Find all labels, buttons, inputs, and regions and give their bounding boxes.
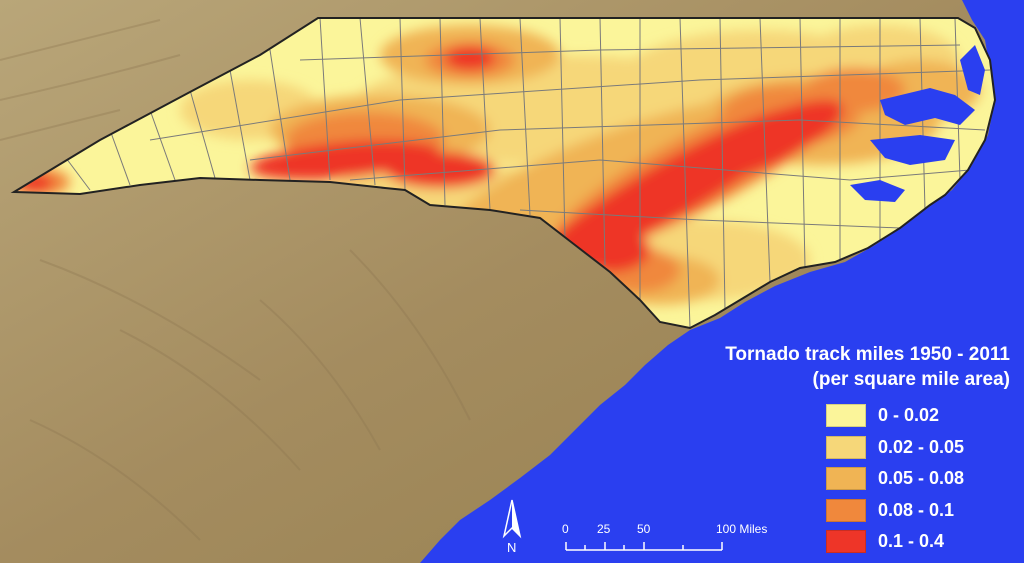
legend-label: 0.05 - 0.08 [878,468,965,489]
legend-item: 0.02 - 0.05 [826,432,964,464]
legend-swatch [826,404,866,428]
legend: 0 - 0.02 0.02 - 0.05 0.05 - 0.08 0.08 - … [826,400,964,558]
legend-item: 0.1 - 0.4 [826,526,964,558]
legend-title-line2: (per square mile area) [812,369,1010,390]
legend-swatch [826,530,866,554]
north-carolina [10,17,997,330]
legend-label: 0.02 - 0.05 [878,436,965,457]
legend-swatch [826,435,866,459]
state-border [10,17,997,330]
scale-label-100: 100 Miles [716,522,767,536]
legend-item: 0 - 0.02 [826,400,964,432]
legend-item: 0.05 - 0.08 [826,463,964,495]
legend-swatch [826,467,866,491]
scale-label-25: 25 [597,522,611,536]
terrain-relief [0,19,471,541]
legend-item: 0.08 - 0.1 [826,495,964,527]
north-arrow-letter: N [507,540,516,555]
scale-label-50: 50 [637,522,651,536]
legend-swatch [826,498,866,522]
legend-label: 0.08 - 0.1 [878,499,955,520]
legend-title: Tornado track miles 1950 - 2011 (per squ… [725,342,1010,392]
scale-label-0: 0 [562,522,569,536]
north-arrow: N [502,499,522,555]
scale-bar: 0 25 50 100 Miles [562,522,767,551]
legend-label: 0.1 - 0.4 [878,531,945,552]
legend-label: 0 - 0.02 [878,405,940,426]
legend-title-line1: Tornado track miles 1950 - 2011 [725,344,1010,365]
